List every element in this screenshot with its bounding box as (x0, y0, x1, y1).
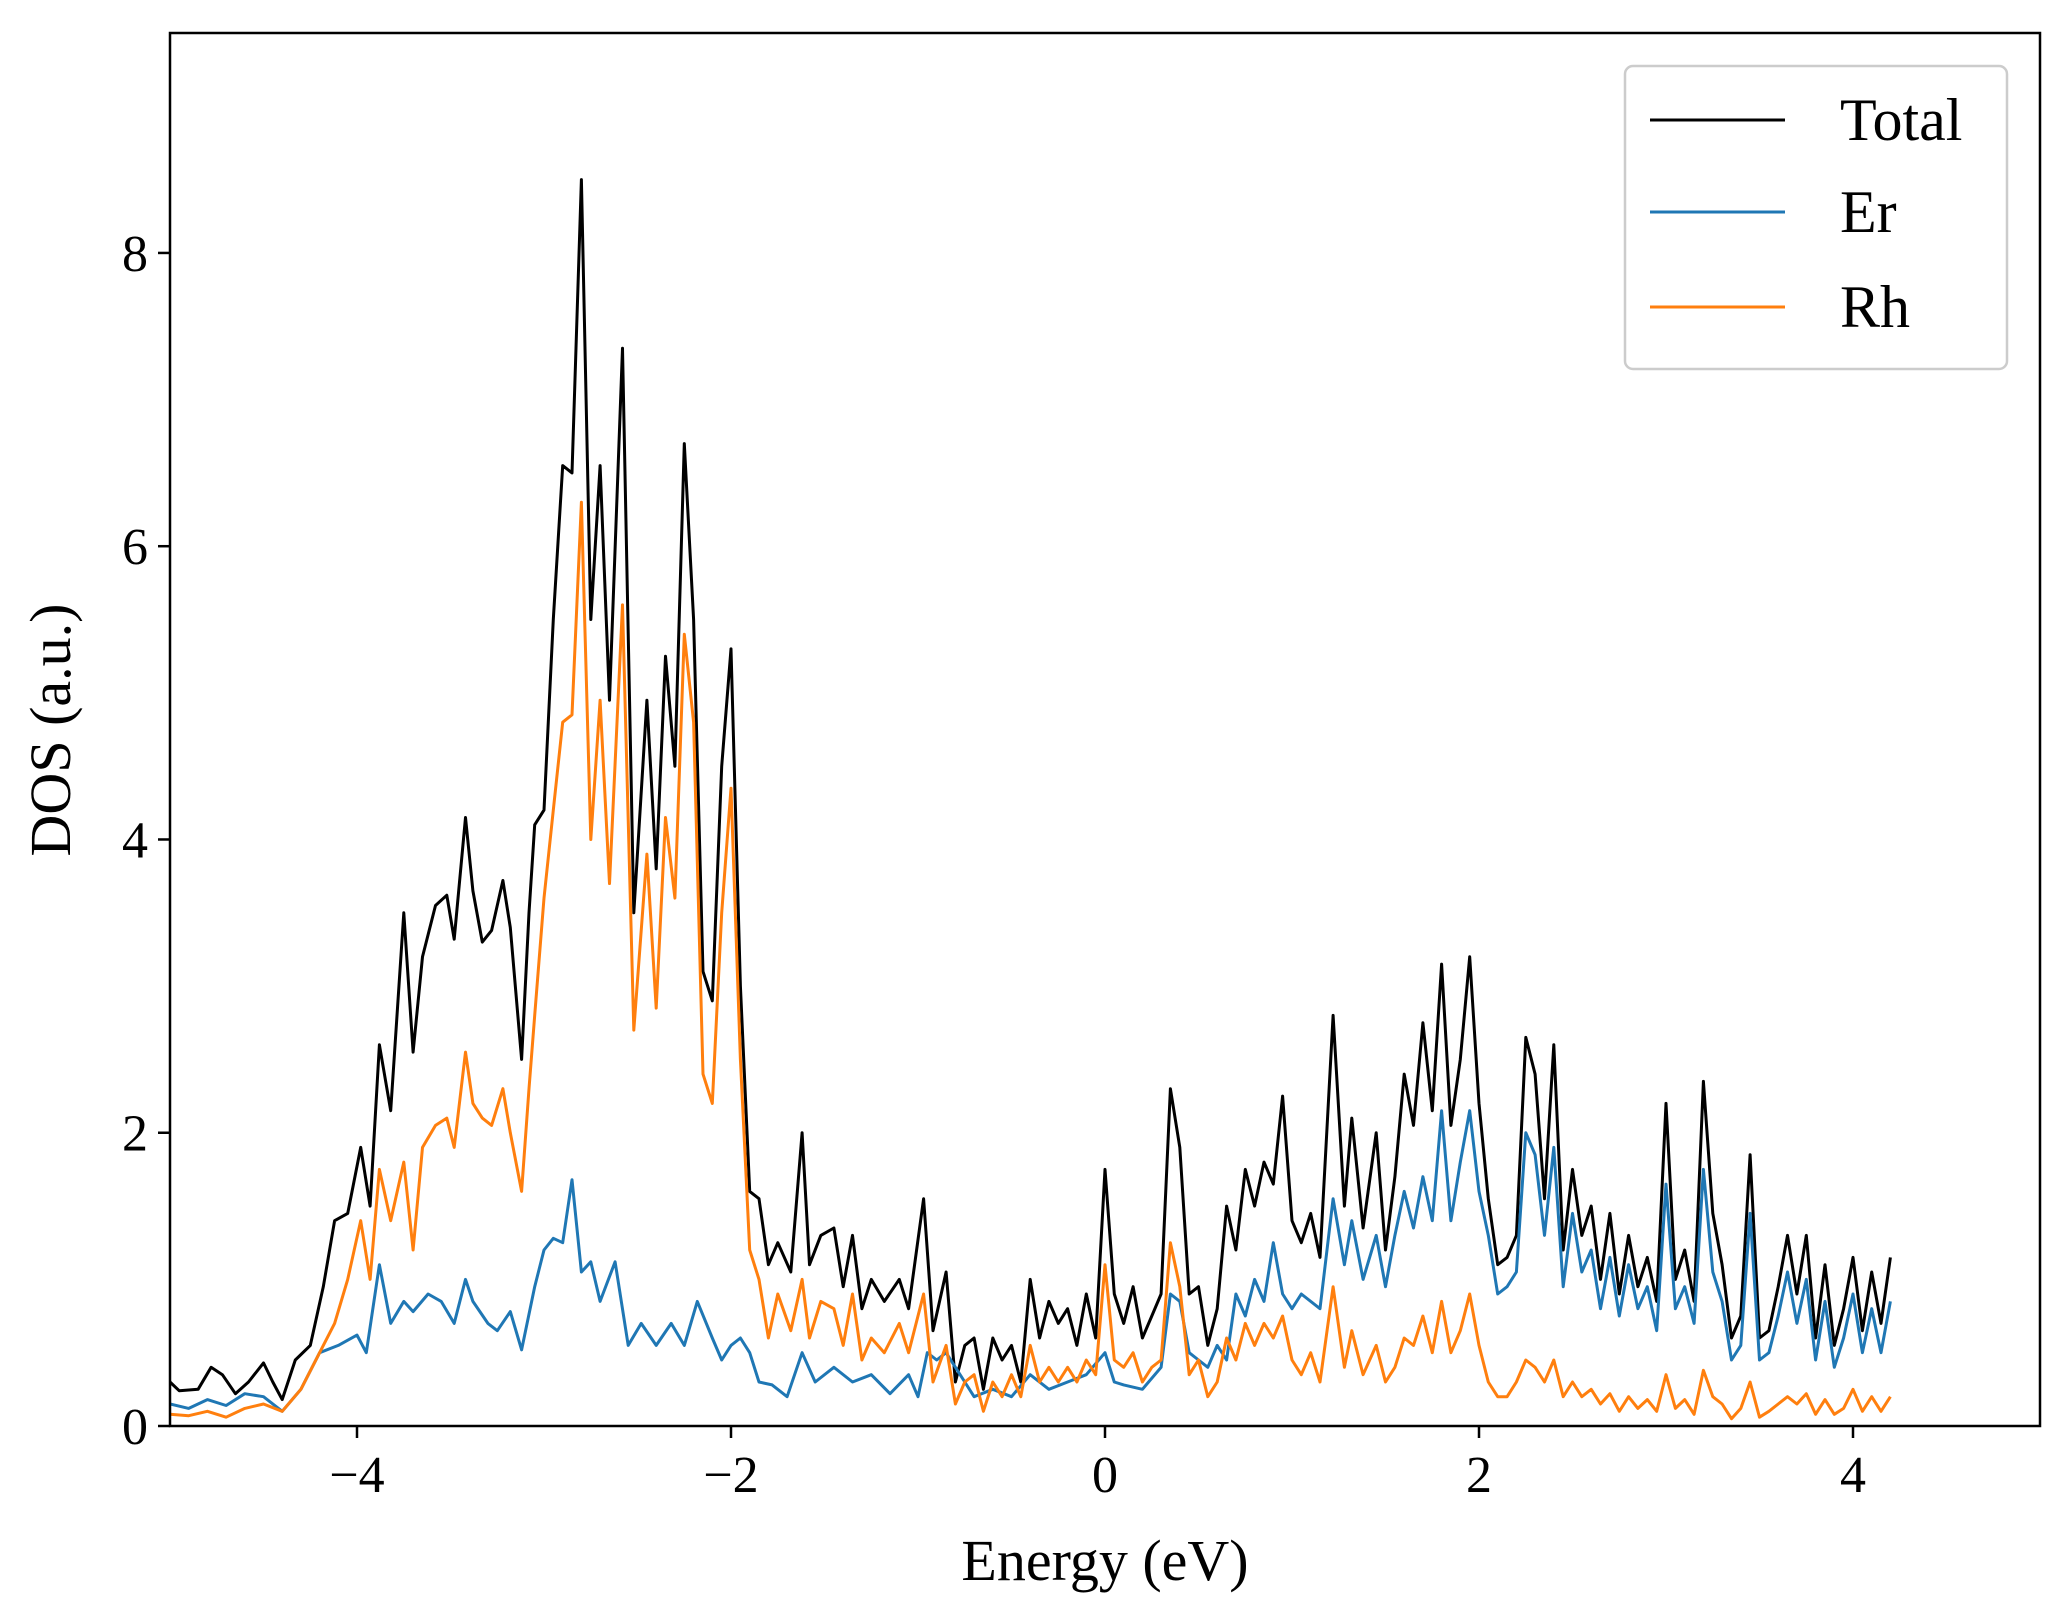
legend-label-rh: Rh (1840, 274, 1910, 340)
series-line-er (170, 1109, 1892, 1413)
x-tick-label: 4 (1840, 1447, 1866, 1504)
legend: Total Er Rh (1623, 64, 2009, 371)
x-axis-label: Energy (eV) (961, 1528, 1248, 1593)
plot-area (170, 178, 1892, 1421)
legend-box (1623, 64, 2009, 371)
axes-frame (168, 31, 2042, 1428)
x-tick-label: −2 (703, 1447, 758, 1504)
series-line-rh (170, 500, 1892, 1421)
y-tick-label: 4 (122, 812, 148, 869)
legend-label-er: Er (1840, 179, 1897, 245)
y-axis-ticks: 0 2 4 6 8 (122, 226, 170, 1456)
legend-label-total: Total (1840, 87, 1962, 153)
x-tick-label: 0 (1092, 1447, 1118, 1504)
y-axis-label: DOS (a.u.) (18, 604, 83, 857)
series-line-total (170, 178, 1892, 1402)
x-tick-label: 2 (1466, 1447, 1492, 1504)
y-tick-label: 0 (122, 1399, 148, 1456)
x-axis-ticks: −4 −2 0 2 4 (329, 1426, 1866, 1504)
y-tick-label: 8 (122, 226, 148, 283)
y-tick-label: 6 (122, 519, 148, 576)
x-tick-label: −4 (329, 1447, 384, 1504)
y-tick-label: 2 (122, 1106, 148, 1163)
